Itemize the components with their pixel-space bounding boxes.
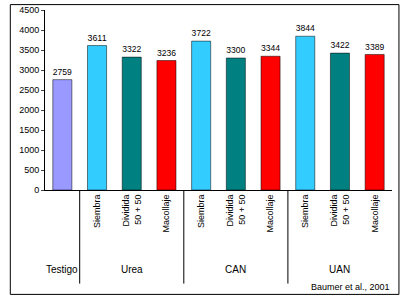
svg-text:3722: 3722 — [192, 28, 211, 38]
svg-text:4000: 4000 — [19, 25, 39, 35]
svg-text:Dividida50 + 50: Dividida50 + 50 — [329, 195, 351, 227]
svg-text:Macollaje: Macollaje — [265, 195, 275, 233]
svg-text:Urea: Urea — [121, 264, 143, 275]
svg-text:2000: 2000 — [19, 105, 39, 115]
svg-text:3611: 3611 — [88, 33, 107, 43]
svg-text:1000: 1000 — [19, 145, 39, 155]
svg-text:Macollaje: Macollaje — [370, 195, 380, 233]
svg-text:2759: 2759 — [53, 67, 72, 77]
svg-text:3500: 3500 — [19, 45, 39, 55]
svg-text:3322: 3322 — [122, 44, 141, 54]
svg-text:3344: 3344 — [261, 43, 280, 53]
svg-text:3000: 3000 — [19, 65, 39, 75]
svg-text:4500: 4500 — [19, 5, 39, 15]
svg-text:UAN: UAN — [329, 264, 350, 275]
svg-text:Siembra: Siembra — [300, 195, 310, 229]
svg-text:3844: 3844 — [296, 23, 315, 33]
svg-text:0: 0 — [34, 185, 39, 195]
svg-text:Testigo: Testigo — [46, 264, 78, 275]
svg-text:500: 500 — [24, 165, 39, 175]
svg-text:2500: 2500 — [19, 85, 39, 95]
svg-text:Siembra: Siembra — [92, 195, 102, 229]
svg-text:CAN: CAN — [225, 264, 246, 275]
svg-text:3236: 3236 — [157, 48, 176, 58]
svg-text:3389: 3389 — [365, 42, 384, 52]
svg-text:Macollaje: Macollaje — [161, 195, 171, 233]
svg-text:Siembra: Siembra — [196, 195, 206, 229]
svg-text:1500: 1500 — [19, 125, 39, 135]
svg-text:Baumer et al., 2001: Baumer et al., 2001 — [311, 282, 390, 292]
svg-text:Dividida50 + 50: Dividida50 + 50 — [121, 195, 143, 227]
svg-text:3300: 3300 — [226, 45, 245, 55]
svg-text:3422: 3422 — [330, 40, 349, 50]
svg-text:Dividida50 + 50: Dividida50 + 50 — [225, 195, 247, 227]
